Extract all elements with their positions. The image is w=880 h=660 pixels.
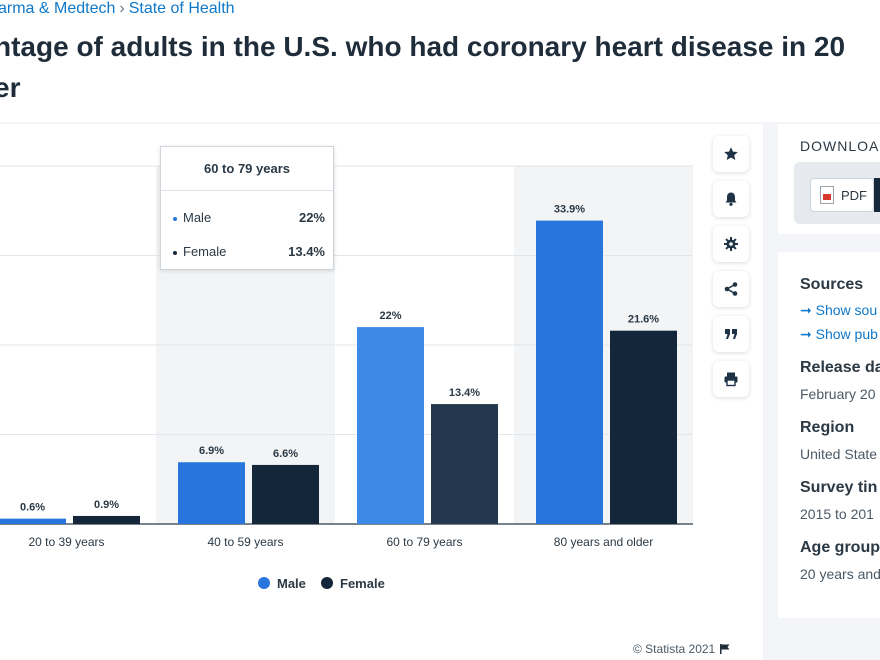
star-icon [724,147,738,160]
release-date-heading: Release da [800,359,880,376]
x-tick-label: 40 to 59 years [207,535,283,549]
statista-credit[interactable]: © Statista 2021 [633,642,730,656]
tooltip-male-value: 22% [298,210,325,225]
page-header: arma & Medtech › State of Health ntage of … [0,0,880,122]
notification-button[interactable] [713,181,749,217]
x-tick-label: 80 years and older [554,535,653,549]
data-label-male: 22% [379,310,401,322]
data-label-male: 0.6% [20,502,45,514]
sources-heading: Sources [800,276,864,293]
download-dropdown-button[interactable] [874,178,880,212]
data-label-female: 0.9% [94,499,119,511]
settings-button[interactable] [713,226,749,262]
print-icon [724,372,738,387]
survey-time-value: 2015 to 201 [800,506,874,522]
data-label-female: 13.4% [449,387,480,399]
show-publisher-link[interactable]: ➞ Show pub [800,326,878,342]
tooltip-male-dot [173,216,177,221]
bell-icon [725,192,737,206]
flag-icon [720,643,730,654]
data-label-female: 21.6% [628,314,659,326]
credit-text: © Statista 2021 [633,642,716,656]
region-value: United State [800,446,878,462]
chart-legend: Male Female [0,576,693,594]
quote-icon [725,329,737,339]
bar-male [536,220,603,524]
breadcrumb-item-state-of-health[interactable]: State of Health [128,0,235,17]
breadcrumb-separator: › [119,0,125,17]
page-title: ntage of adults in the U.S. who had coro… [0,26,880,108]
bar-chart: 0.6% 0.9% 20 to 39 years 6.9% 6.6% 40 to 59 y… [0,165,693,549]
data-label-male: 33.9% [554,204,585,216]
tooltip-female-dot [173,250,177,255]
age-group-value: 20 years and [800,566,880,582]
x-tick-label: 20 to 39 years [28,535,104,549]
region-heading: Region [800,419,855,436]
bar-male [178,462,245,524]
x-tick-label: 60 to 79 years [386,535,462,549]
download-title: DOWNLOA [800,138,880,154]
favorite-button[interactable] [713,136,749,172]
pdf-file-icon [820,186,834,204]
data-label-male: 6.9% [199,445,224,457]
download-panel: DOWNLOA PDF [778,124,880,234]
share-button[interactable] [713,271,749,307]
legend-male-swatch [258,577,270,589]
data-label-female: 6.6% [273,448,298,460]
release-date-value: February 20 [800,386,876,402]
chart-tooltip: 60 to 79 years Male 22% Female 13.4% [160,146,334,270]
statistic-details-panel: Sources ➞ Show sou ➞ Show pub Release da… [778,252,880,618]
tooltip-male-label: Male [183,210,212,225]
bar-female [431,404,498,524]
show-sources-link[interactable]: ➞ Show sou [800,302,878,318]
pdf-label: PDF [841,188,867,203]
bar-female [610,330,677,524]
legend-item-male[interactable]: Male [258,576,306,592]
tooltip-title: 60 to 79 years [161,147,333,191]
legend-male-label: Male [277,576,306,591]
survey-time-heading: Survey tin [800,479,878,496]
tooltip-row-female: Female 13.4% [173,243,325,261]
bar-female [73,515,140,524]
page-title-line-2: er [0,72,21,103]
bar-female [252,464,319,524]
bar-male [357,327,424,524]
page-title-line-1: ntage of adults in the U.S. who had coro… [0,31,846,62]
legend-female-swatch [321,577,333,589]
age-group-heading: Age group [800,539,880,556]
legend-item-female[interactable]: Female [321,576,385,592]
tooltip-row-male: Male 22% [173,209,325,227]
tooltip-female-value: 13.4% [288,244,325,259]
breadcrumb-item-pharma[interactable]: arma & Medtech [0,0,116,17]
bar-male [0,518,66,524]
breadcrumb: arma & Medtech › State of Health [0,0,235,18]
cite-button[interactable] [713,316,749,352]
gear-icon [724,237,738,251]
print-button[interactable] [713,361,749,397]
tooltip-female-label: Female [183,244,227,259]
legend-female-label: Female [340,576,385,591]
pdf-download-button[interactable]: PDF [810,178,874,212]
share-icon [724,282,738,296]
